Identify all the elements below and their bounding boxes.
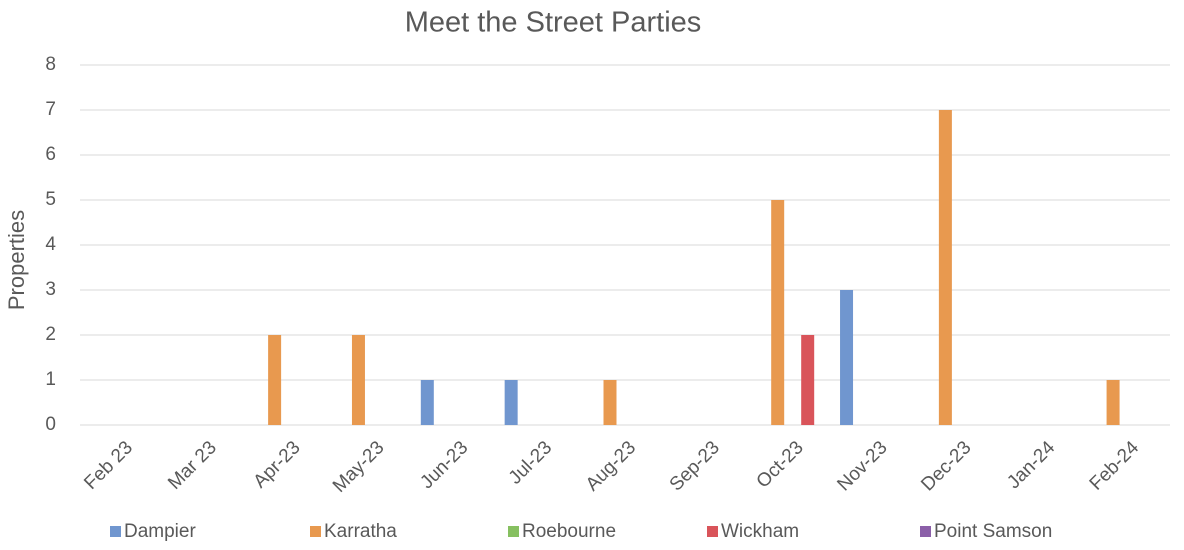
bar — [268, 335, 282, 425]
legend-swatch — [508, 526, 519, 537]
legend-label: Wickham — [721, 521, 799, 542]
x-tick-label: Apr-23 — [250, 437, 305, 492]
x-tick-label: Aug-23 — [582, 437, 640, 495]
x-tick-label: Jun-23 — [416, 437, 472, 493]
bar — [1106, 380, 1120, 425]
legend-label: Point Samson — [934, 521, 1052, 542]
x-tick-label: Oct-23 — [753, 437, 808, 492]
legend-swatch — [110, 526, 121, 537]
y-tick-label: 8 — [45, 54, 56, 75]
chart-title: Meet the Street Parties — [405, 7, 702, 39]
x-tick-label: Dec-23 — [917, 437, 975, 495]
y-tick-label: 4 — [45, 234, 56, 255]
y-tick-label: 5 — [45, 189, 56, 210]
x-tick-label: Jan-24 — [1003, 437, 1059, 493]
bar — [603, 380, 617, 425]
bar — [351, 335, 365, 425]
legend-swatch — [920, 526, 931, 537]
x-tick-label: Sep-23 — [666, 437, 724, 495]
x-tick-label: Mar 23 — [164, 437, 221, 494]
x-tick-label: May-23 — [329, 437, 389, 497]
y-tick-label: 3 — [45, 279, 56, 300]
legend-swatch — [707, 526, 718, 537]
y-axis-label: Properties — [4, 210, 29, 310]
legend-label: Roebourne — [522, 521, 616, 542]
y-tick-label: 6 — [45, 144, 56, 165]
bar — [771, 200, 785, 425]
y-tick-label: 0 — [45, 414, 56, 435]
y-tick-label: 7 — [45, 99, 56, 120]
bar — [840, 290, 854, 425]
bar — [801, 335, 815, 425]
legend-label: Karratha — [324, 521, 397, 542]
bar — [504, 380, 518, 425]
legend-swatch — [310, 526, 321, 537]
y-tick-label: 2 — [45, 324, 56, 345]
x-tick-label: Feb 23 — [80, 437, 137, 494]
x-tick-label: Nov-23 — [833, 437, 891, 495]
bar — [938, 110, 952, 425]
legend-label: Dampier — [124, 521, 196, 542]
x-tick-label: Jul-23 — [505, 437, 556, 488]
bar — [420, 380, 434, 425]
x-tick-label: Feb-24 — [1086, 437, 1144, 495]
y-tick-label: 1 — [45, 369, 56, 390]
